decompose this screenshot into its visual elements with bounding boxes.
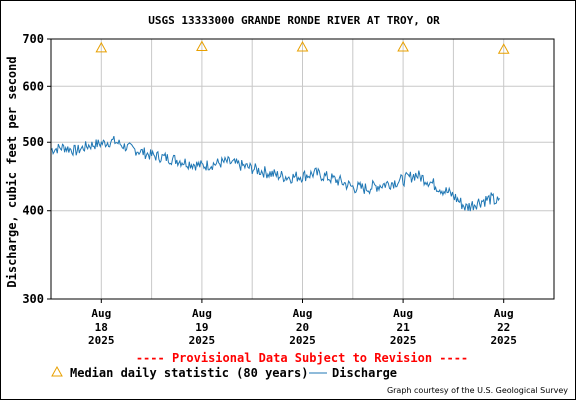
discharge-line: [50, 135, 500, 212]
x-tick-year: 2025: [490, 334, 517, 347]
median-point-triangle-icon: [497, 43, 510, 54]
median-point-triangle-icon: [296, 40, 309, 52]
y-axis-label: Discharge, cubic feet per second: [5, 56, 19, 287]
x-tick-month: Aug: [293, 307, 313, 320]
x-axis-ticks: Aug182025Aug192025Aug202025Aug212025Aug2…: [88, 299, 517, 347]
y-tick-label: 400: [22, 204, 44, 218]
y-tick-label: 600: [22, 79, 44, 93]
x-tick-month: Aug: [393, 307, 413, 320]
x-tick-day: 18: [95, 321, 108, 334]
x-tick-day: 20: [296, 321, 309, 334]
y-tick-label: 500: [22, 135, 44, 149]
x-tick-month: Aug: [91, 307, 111, 320]
x-tick-year: 2025: [390, 334, 417, 347]
legend-median-label: Median daily statistic (80 years): [70, 366, 308, 380]
x-tick-day: 21: [396, 321, 410, 334]
credit-text: Graph courtesy of the U.S. Geological Su…: [387, 386, 568, 395]
median-point-triangle-icon: [196, 40, 208, 52]
x-tick-year: 2025: [289, 334, 316, 347]
y-axis-ticks: 300 400 500 600 700: [22, 32, 51, 306]
provisional-banner: ---- Provisional Data Subject to Revisio…: [136, 351, 468, 365]
legend: Median daily statistic (80 years) Discha…: [51, 365, 397, 380]
median-point-triangle-icon: [95, 41, 108, 53]
legend-discharge-label: Discharge: [332, 366, 397, 380]
median-point-triangle-icon: [397, 40, 409, 52]
x-tick-month: Aug: [494, 307, 514, 320]
x-tick-day: 19: [195, 321, 208, 334]
y-tick-label: 700: [22, 32, 44, 46]
series-layer: [50, 40, 510, 212]
x-tick-year: 2025: [88, 334, 115, 347]
grid-lines: [51, 39, 554, 299]
x-tick-month: Aug: [192, 307, 212, 320]
x-tick-day: 22: [497, 321, 510, 334]
legend-median-triangle-icon: [51, 365, 63, 377]
chart-title: USGS 13333000 GRANDE RONDE RIVER AT TROY…: [148, 14, 440, 27]
y-tick-label: 300: [22, 292, 44, 306]
plot-area-border: [50, 38, 555, 300]
x-tick-year: 2025: [189, 334, 216, 347]
